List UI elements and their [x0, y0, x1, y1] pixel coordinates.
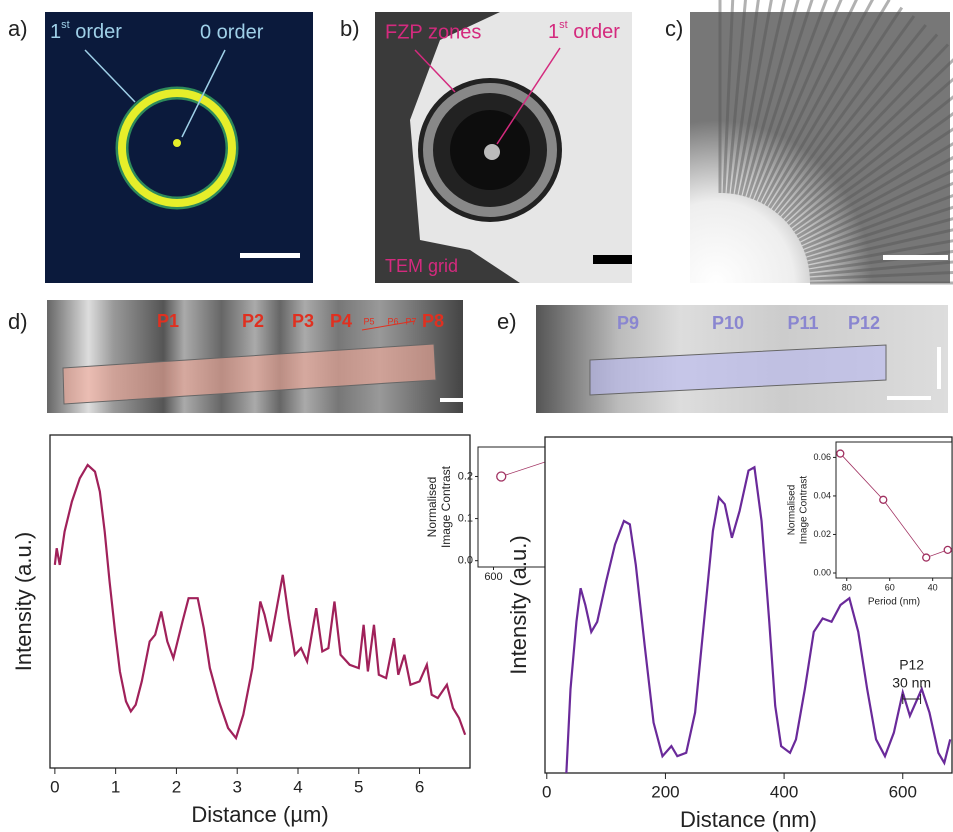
x-tick-label: 0: [50, 777, 59, 796]
scale-bar: [887, 396, 931, 400]
y-tick-label: 0.00: [813, 567, 831, 577]
figure: a) 1st order 0 order b) FZP zones 1st or…: [0, 0, 953, 832]
scale-bar: [937, 347, 941, 389]
data-point: [944, 546, 951, 553]
roi-label: P10: [712, 313, 744, 333]
x-tick-label: 5: [354, 777, 363, 796]
roi-label: P12: [848, 313, 880, 333]
y-tick-label: 0.02: [813, 529, 831, 539]
x-axis-label: Distance (µm): [191, 802, 328, 827]
annotation: st: [559, 19, 568, 31]
annotation: TEM grid: [385, 256, 458, 276]
annotation: order: [70, 21, 123, 43]
spot: [173, 139, 181, 147]
y-tick-label: 0.04: [813, 490, 831, 500]
roi-label: P4: [330, 311, 352, 331]
y-axis-label: Image Contrast: [439, 465, 453, 548]
annotation: P12: [899, 657, 924, 673]
scale-bar: [883, 255, 948, 260]
x-axis-label: Period (nm): [868, 597, 920, 608]
x-tick-label: 600: [484, 571, 502, 583]
roi-label: P7: [405, 316, 416, 326]
roi-label: P2: [242, 311, 264, 331]
annotation: order: [568, 21, 621, 43]
x-tick-label: 80: [842, 582, 852, 592]
data-point: [880, 496, 887, 503]
panel-label: b): [340, 16, 360, 41]
roi-label: P11: [787, 313, 818, 333]
y-axis-label: Normalised: [425, 477, 439, 538]
annotation: 0 order: [200, 21, 264, 43]
x-tick-label: 1: [111, 777, 120, 796]
panel-label: d): [8, 309, 28, 334]
y-tick-label: 0.0: [458, 555, 473, 567]
scale-bar: [240, 253, 300, 258]
annotation: 1: [50, 21, 61, 43]
x-axis-label: Distance (nm): [680, 807, 817, 832]
y-tick-label: 0.1: [458, 512, 473, 524]
annotation: 30 nm: [892, 675, 931, 691]
x-tick-label: 60: [885, 582, 895, 592]
y-axis-label: Intensity (a.u.): [11, 532, 36, 671]
y-axis-label: Intensity (a.u.): [506, 535, 531, 674]
spot: [484, 144, 500, 160]
annotation: FZP zones: [385, 21, 481, 43]
x-tick-label: 3: [232, 777, 241, 796]
annotation: 1st order: [548, 19, 620, 43]
panel-label: c): [665, 16, 683, 41]
plot-frame: [836, 442, 952, 578]
roi-label: P1: [157, 311, 179, 331]
y-axis-label: Normalised: [787, 485, 798, 536]
data-point: [497, 472, 506, 481]
x-tick-label: 2: [172, 777, 181, 796]
page: a) 1st order 0 order b) FZP zones 1st or…: [0, 0, 953, 832]
x-tick-label: 200: [651, 782, 679, 801]
roi-label: P9: [617, 313, 639, 333]
y-tick-label: 0.06: [813, 452, 831, 462]
x-tick-label: 400: [770, 782, 798, 801]
x-tick-label: 6: [415, 777, 424, 796]
x-tick-label: 0: [542, 782, 551, 801]
scale-bar: [593, 255, 632, 264]
x-tick-label: 4: [293, 777, 302, 796]
panel-label: a): [8, 16, 28, 41]
y-tick-label: 0.2: [458, 470, 473, 482]
roi-label: P3: [292, 311, 314, 331]
data-point: [837, 450, 844, 457]
roi-label: P6: [387, 316, 398, 326]
panel-label: e): [497, 309, 517, 334]
x-tick-label: 40: [928, 582, 938, 592]
roi-label: P5: [363, 316, 374, 326]
annotation: 1: [548, 21, 559, 43]
image-a: [45, 12, 313, 283]
annotation: st: [61, 19, 70, 31]
x-tick-label: 600: [889, 782, 917, 801]
roi-label: P8: [422, 311, 444, 331]
annotation: 1st order: [50, 19, 122, 43]
y-axis-label: Image Contrast: [799, 476, 810, 545]
data-point: [923, 554, 930, 561]
scale-bar: [440, 398, 466, 402]
